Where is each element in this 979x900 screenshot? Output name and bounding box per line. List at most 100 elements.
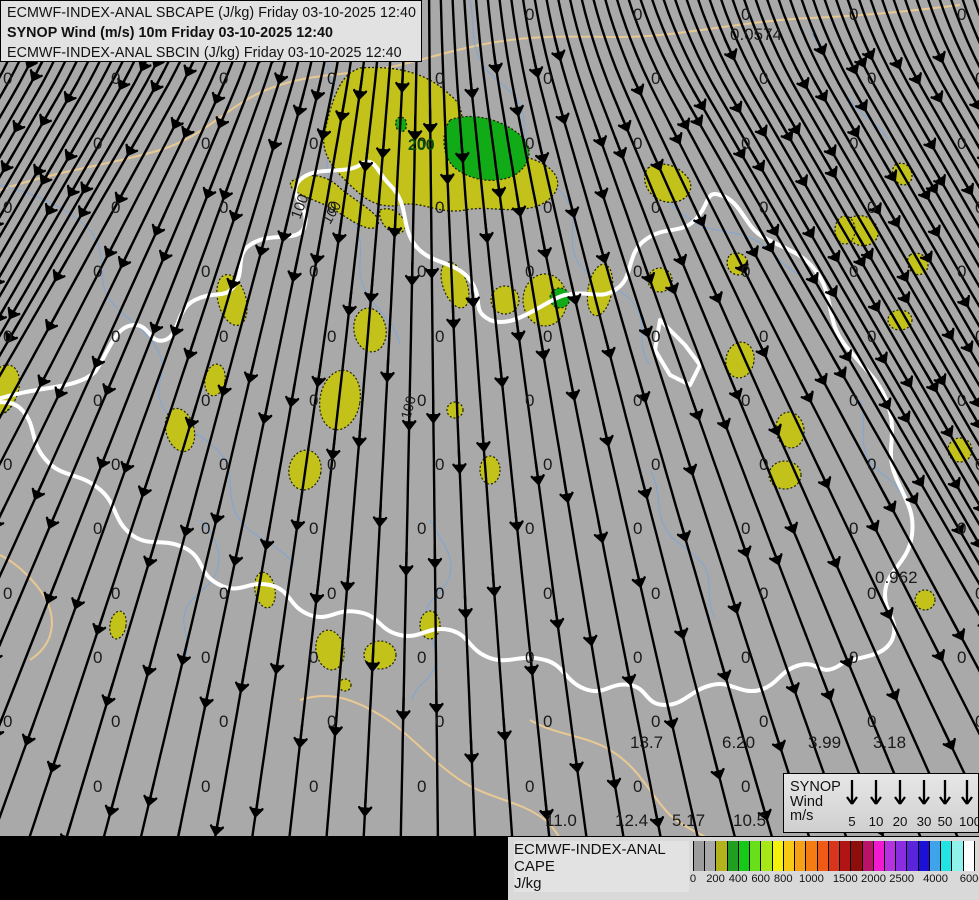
svg-text:0: 0 — [201, 519, 210, 538]
svg-text:0: 0 — [417, 519, 426, 538]
svg-text:0: 0 — [525, 262, 534, 281]
svg-text:0: 0 — [3, 584, 12, 603]
svg-text:0: 0 — [543, 584, 552, 603]
svg-text:0: 0 — [93, 391, 102, 410]
svg-text:0: 0 — [759, 327, 768, 346]
svg-text:0: 0 — [759, 455, 768, 474]
svg-text:0: 0 — [327, 584, 336, 603]
svg-text:0: 0 — [201, 777, 210, 796]
svg-text:0: 0 — [633, 134, 642, 153]
svg-text:0: 0 — [741, 134, 750, 153]
svg-text:0: 0 — [327, 69, 336, 88]
svg-text:0: 0 — [417, 777, 426, 796]
svg-text:0: 0 — [849, 391, 858, 410]
svg-text:0: 0 — [957, 262, 966, 281]
svg-text:0: 0 — [111, 455, 120, 474]
svg-text:0: 0 — [867, 327, 876, 346]
svg-text:11.0: 11.0 — [545, 811, 577, 830]
svg-text:0: 0 — [867, 69, 876, 88]
svg-text:0: 0 — [435, 712, 444, 731]
svg-text:0: 0 — [975, 198, 979, 217]
svg-text:0: 0 — [651, 69, 660, 88]
svg-text:0: 0 — [543, 198, 552, 217]
svg-text:0: 0 — [525, 5, 534, 24]
svg-text:0: 0 — [867, 712, 876, 731]
svg-text:0: 0 — [435, 584, 444, 603]
svg-text:0: 0 — [741, 262, 750, 281]
svg-text:0: 0 — [525, 519, 534, 538]
svg-text:0: 0 — [435, 69, 444, 88]
svg-text:12.4: 12.4 — [615, 811, 648, 830]
svg-text:0: 0 — [957, 519, 966, 538]
svg-text:0: 0 — [93, 648, 102, 667]
svg-text:0: 0 — [867, 198, 876, 217]
svg-text:0: 0 — [849, 262, 858, 281]
svg-text:0: 0 — [219, 455, 228, 474]
svg-text:0: 0 — [309, 519, 318, 538]
svg-text:0: 0 — [759, 198, 768, 217]
svg-text:0: 0 — [633, 391, 642, 410]
svg-text:0: 0 — [849, 648, 858, 667]
svg-text:0: 0 — [327, 455, 336, 474]
svg-text:0: 0 — [111, 327, 120, 346]
svg-text:0: 0 — [219, 584, 228, 603]
svg-text:0: 0 — [759, 584, 768, 603]
svg-text:0: 0 — [759, 712, 768, 731]
svg-text:0: 0 — [651, 712, 660, 731]
svg-text:0: 0 — [651, 455, 660, 474]
svg-text:0: 0 — [435, 327, 444, 346]
svg-text:10.5: 10.5 — [733, 811, 766, 830]
svg-text:200: 200 — [408, 137, 435, 154]
svg-text:0: 0 — [327, 712, 336, 731]
svg-text:0: 0 — [309, 391, 318, 410]
svg-text:0: 0 — [93, 262, 102, 281]
svg-text:0: 0 — [309, 262, 318, 281]
svg-text:0: 0 — [201, 262, 210, 281]
svg-text:6.20: 6.20 — [722, 733, 755, 752]
svg-text:0: 0 — [759, 69, 768, 88]
svg-text:0: 0 — [309, 648, 318, 667]
svg-text:0: 0 — [975, 69, 979, 88]
svg-text:0: 0 — [633, 5, 642, 24]
svg-text:0: 0 — [201, 391, 210, 410]
svg-text:0: 0 — [651, 584, 660, 603]
svg-text:0: 0 — [93, 777, 102, 796]
svg-text:0: 0 — [327, 327, 336, 346]
svg-text:0: 0 — [975, 584, 979, 603]
svg-text:0: 0 — [651, 198, 660, 217]
svg-text:0: 0 — [741, 519, 750, 538]
svg-text:0: 0 — [3, 455, 12, 474]
svg-text:0: 0 — [309, 777, 318, 796]
svg-text:0: 0 — [543, 69, 552, 88]
svg-text:0: 0 — [111, 712, 120, 731]
svg-text:0: 0 — [525, 391, 534, 410]
svg-text:0: 0 — [525, 134, 534, 153]
svg-text:0.0574: 0.0574 — [730, 25, 782, 44]
svg-text:0: 0 — [435, 455, 444, 474]
svg-text:5.17: 5.17 — [672, 811, 705, 830]
svg-text:0: 0 — [975, 712, 979, 731]
svg-text:0: 0 — [219, 327, 228, 346]
svg-text:0: 0 — [543, 712, 552, 731]
svg-text:0: 0 — [543, 327, 552, 346]
svg-text:0: 0 — [957, 391, 966, 410]
svg-text:0: 0 — [201, 134, 210, 153]
svg-text:0: 0 — [957, 134, 966, 153]
svg-text:0: 0 — [975, 327, 979, 346]
svg-text:0: 0 — [417, 262, 426, 281]
svg-text:3.18: 3.18 — [873, 733, 906, 752]
svg-text:0: 0 — [219, 198, 228, 217]
svg-text:0: 0 — [93, 519, 102, 538]
svg-text:0: 0 — [309, 134, 318, 153]
svg-text:13.7: 13.7 — [630, 733, 663, 752]
svg-text:0: 0 — [849, 519, 858, 538]
svg-text:0: 0 — [3, 712, 12, 731]
svg-text:0: 0 — [219, 69, 228, 88]
svg-text:100: 100 — [397, 394, 419, 421]
svg-text:0: 0 — [975, 455, 979, 474]
svg-text:0: 0 — [633, 262, 642, 281]
svg-text:0: 0 — [849, 5, 858, 24]
svg-text:0: 0 — [741, 777, 750, 796]
svg-text:0: 0 — [741, 5, 750, 24]
svg-text:0: 0 — [867, 455, 876, 474]
